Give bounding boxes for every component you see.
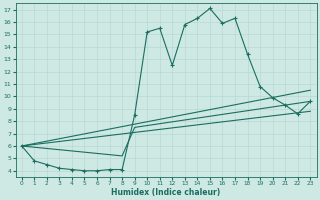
X-axis label: Humidex (Indice chaleur): Humidex (Indice chaleur)	[111, 188, 221, 197]
